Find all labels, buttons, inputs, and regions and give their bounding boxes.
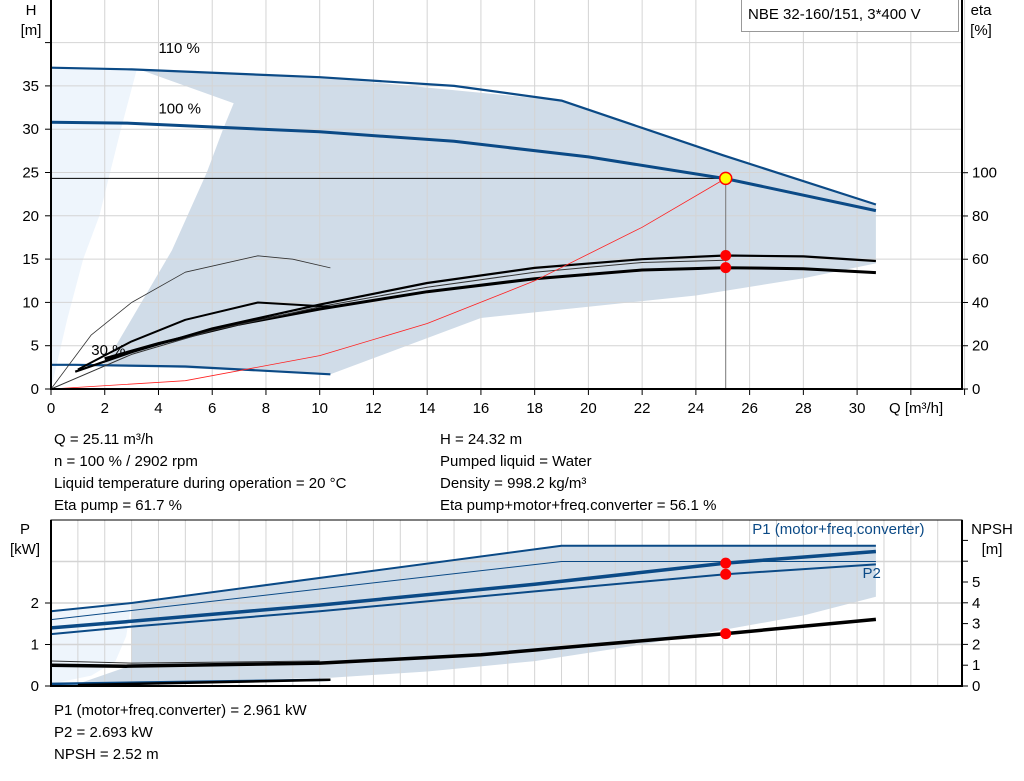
- y-tick-label-left: 15: [22, 251, 39, 268]
- npsh-y-tick-label: 1: [972, 657, 980, 674]
- info-eta-total: Eta pump+motor+freq.converter = 56.1 %: [440, 497, 717, 514]
- x-tick-label: 30: [849, 400, 866, 417]
- npsh-axis-label: NPSH: [971, 521, 1013, 538]
- info-head: H = 24.32 m: [440, 431, 523, 448]
- curve-qh-30: [51, 363, 331, 376]
- operating-info-left: Q = 25.11 m³/h n = 100 % / 2902 rpm Liqu…: [54, 429, 346, 517]
- power-y-tick-label-left: 0: [31, 678, 39, 695]
- info-eta-pump: Eta pump = 61.7 %: [54, 497, 182, 514]
- power-curve-label: P1 (motor+freq.converter): [752, 521, 924, 538]
- power-curve-label: P2: [862, 565, 880, 582]
- curve-p1-100: [50, 549, 877, 630]
- x-axis-label: Q [m³/h]: [889, 400, 943, 417]
- y-tick-label-right: 0: [972, 381, 980, 398]
- npsh-y-tick-label: 4: [972, 595, 980, 612]
- x-tick-label: 6: [208, 400, 216, 417]
- x-tick-label: 0: [47, 400, 55, 417]
- curve-eta-30: [77, 301, 331, 371]
- y-tick-label-left: 5: [31, 338, 39, 355]
- power-marker: [720, 568, 732, 580]
- x-tick-label: 4: [154, 400, 162, 417]
- curve-p1-110: [50, 544, 876, 613]
- y-tick-label-left: 20: [22, 208, 39, 225]
- y-tick-label-left: 30: [22, 121, 39, 138]
- npsh-axis-unit: [m]: [982, 541, 1003, 558]
- curve-eta-thin-peak: [50, 255, 331, 390]
- power-info: P1 (motor+freq.converter) = 2.961 kW P2 …: [54, 700, 307, 766]
- y-axis-unit-right: [%]: [970, 22, 992, 39]
- y-tick-label-left: 25: [22, 165, 39, 182]
- curve-label: 30 %: [91, 342, 125, 359]
- npsh-y-tick-label: 0: [972, 678, 980, 695]
- x-tick-label: 20: [580, 400, 597, 417]
- efficiency-marker: [720, 250, 732, 262]
- envelope-area: [104, 68, 876, 375]
- curve-p1-thin: [50, 561, 876, 621]
- info-flow: Q = 25.11 m³/h: [54, 431, 154, 448]
- power-marker: [720, 628, 732, 640]
- x-tick-label: 12: [365, 400, 382, 417]
- efficiency-marker: [720, 262, 732, 274]
- npsh-y-tick-label: 3: [972, 616, 980, 633]
- npsh-y-tick-label: 2: [972, 636, 980, 653]
- x-tick-label: 24: [688, 400, 705, 417]
- pump-title-box: NBE 32-160/151, 3*400 V: [741, 0, 959, 32]
- curve-system-curve: [50, 178, 726, 390]
- x-tick-label: 14: [419, 400, 436, 417]
- curve-npsh-thin: [50, 660, 320, 664]
- y-tick-label-right: 80: [972, 208, 989, 225]
- curve-p2-100: [50, 563, 876, 636]
- x-tick-label: 18: [526, 400, 543, 417]
- power-y-tick-label-left: 2: [31, 595, 39, 612]
- info-speed: n = 100 % / 2902 rpm: [54, 453, 198, 470]
- power-axis-label: P: [20, 521, 30, 538]
- curve-qh-110: [50, 66, 877, 206]
- power-marker: [720, 557, 732, 569]
- pump-title: NBE 32-160/151, 3*400 V: [748, 6, 921, 23]
- curve-label: 110 %: [158, 40, 199, 57]
- curve-eta-thin-1: [50, 259, 726, 390]
- y-axis-label-right: eta: [971, 2, 993, 19]
- power-y-tick-label-left: 1: [31, 637, 39, 654]
- curve-eta-total-100: [104, 266, 876, 361]
- y-tick-label-left: 0: [31, 381, 39, 398]
- x-tick-label: 28: [795, 400, 812, 417]
- duty-point-marker: [718, 171, 733, 186]
- y-tick-label-right: 60: [972, 251, 989, 268]
- npsh-y-tick-label: 5: [972, 574, 980, 591]
- x-tick-label: 2: [101, 400, 109, 417]
- info-liquid: Pumped liquid = Water: [440, 453, 592, 470]
- x-tick-label: 8: [262, 400, 270, 417]
- x-tick-label: 10: [311, 400, 328, 417]
- curve-npsh-30: [77, 678, 331, 687]
- y-tick-label-left: 35: [22, 78, 39, 95]
- info-npsh: NPSH = 2.52 m: [54, 746, 159, 763]
- info-p1: P1 (motor+freq.converter) = 2.961 kW: [54, 702, 307, 719]
- y-tick-label-right: 20: [972, 338, 989, 355]
- info-p2: P2 = 2.693 kW: [54, 724, 153, 741]
- info-density: Density = 998.2 kg/m³: [440, 475, 587, 492]
- y-axis-unit-left: [m]: [21, 22, 42, 39]
- y-axis-label-left: H: [26, 2, 37, 19]
- curve-label: 100 %: [158, 101, 201, 118]
- envelope-light-area: [51, 67, 137, 389]
- y-tick-label-right: 100: [972, 165, 997, 182]
- x-tick-label: 22: [634, 400, 651, 417]
- operating-info-right: H = 24.32 m Pumped liquid = Water Densit…: [440, 429, 716, 517]
- y-tick-label-right: 40: [972, 294, 989, 311]
- power-envelope-area: [77, 545, 876, 684]
- y-tick-label-left: 10: [22, 294, 39, 311]
- info-temperature: Liquid temperature during operation = 20…: [54, 475, 347, 492]
- power-axis-unit: [kW]: [10, 541, 40, 558]
- x-tick-label: 16: [473, 400, 490, 417]
- x-tick-label: 26: [741, 400, 758, 417]
